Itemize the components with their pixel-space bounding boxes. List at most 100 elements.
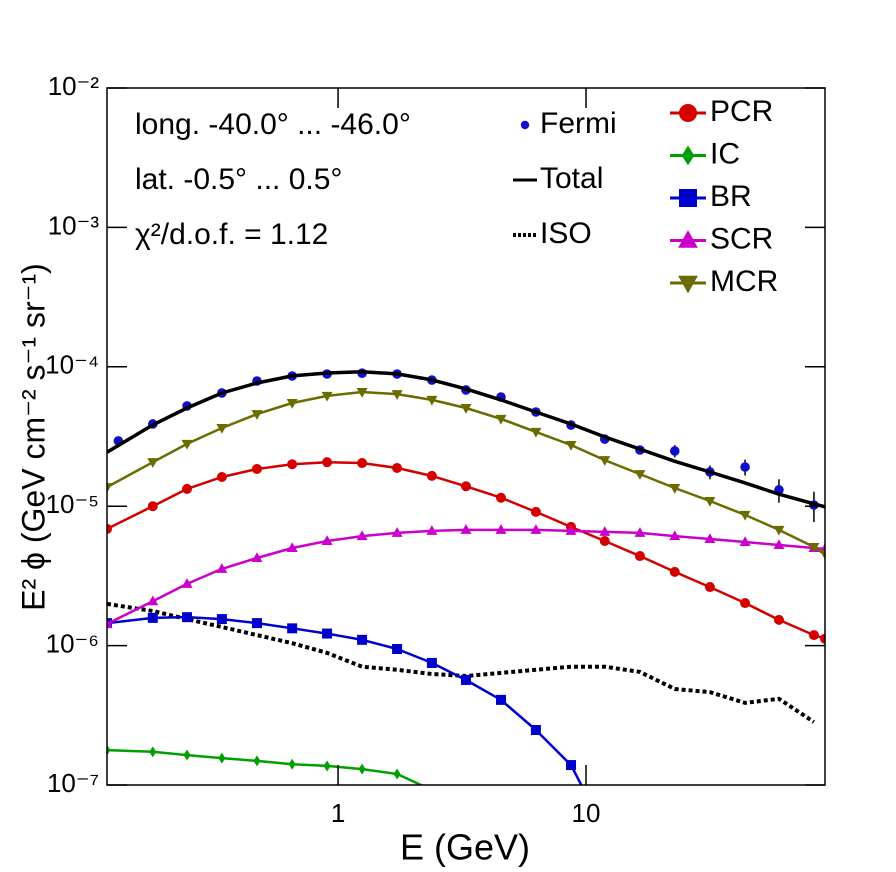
y-tick-label: 10⁻⁴ xyxy=(45,350,99,380)
marker xyxy=(182,612,193,623)
marker xyxy=(808,542,820,553)
marker xyxy=(107,523,112,534)
marker xyxy=(393,768,401,780)
marker xyxy=(739,510,751,521)
marker xyxy=(357,458,368,469)
y-tick-label: 10⁻⁷ xyxy=(47,768,99,798)
marker xyxy=(358,763,366,775)
marker xyxy=(356,530,368,541)
marker xyxy=(181,439,193,450)
legend-label: MCR xyxy=(710,265,778,298)
series-line xyxy=(107,390,825,556)
marker xyxy=(107,744,111,756)
marker xyxy=(426,470,437,481)
legend-label: SCR xyxy=(710,222,773,255)
y-tick-label: 10⁻³ xyxy=(48,210,100,240)
marker xyxy=(183,749,191,761)
marker xyxy=(182,483,193,494)
marker xyxy=(357,634,368,645)
y-tick-label: 10⁻⁵ xyxy=(46,489,99,519)
marker xyxy=(495,492,506,503)
marker xyxy=(634,470,646,480)
marker xyxy=(147,501,158,512)
marker xyxy=(495,524,507,534)
legend-entry: Total xyxy=(513,162,603,195)
marker xyxy=(426,525,438,535)
marker xyxy=(773,614,784,625)
marker xyxy=(820,633,825,644)
marker xyxy=(704,582,715,593)
annotation: lat. -0.5° ... 0.5° xyxy=(135,163,342,196)
legend-entry: ISO xyxy=(513,217,592,250)
marker xyxy=(460,674,471,685)
marker xyxy=(426,657,437,668)
marker xyxy=(565,525,577,535)
marker xyxy=(216,471,227,482)
marker xyxy=(426,395,438,406)
y-tick-label: 10⁻⁶ xyxy=(46,628,99,658)
marker xyxy=(669,566,680,577)
marker xyxy=(773,539,785,549)
legend-entry: Fermi xyxy=(520,107,617,140)
marker xyxy=(495,414,507,425)
marker xyxy=(773,525,785,536)
plot-area xyxy=(107,368,825,785)
marker xyxy=(678,275,698,294)
x-tick-label: 1 xyxy=(331,798,345,828)
marker xyxy=(322,628,333,639)
legend-label: Fermi xyxy=(540,107,617,140)
marker xyxy=(599,526,611,536)
series-line xyxy=(107,370,825,509)
marker xyxy=(679,104,697,122)
legend-label: IC xyxy=(710,137,740,170)
legend-label: Total xyxy=(540,162,603,195)
marker xyxy=(392,462,403,473)
marker xyxy=(322,457,333,468)
marker xyxy=(495,694,506,705)
marker xyxy=(669,484,681,494)
marker xyxy=(520,120,530,130)
marker xyxy=(251,463,262,474)
series-line xyxy=(107,528,825,626)
marker xyxy=(740,598,751,609)
marker xyxy=(253,755,261,767)
marker xyxy=(740,462,750,472)
marker xyxy=(739,536,751,546)
legend-entry: PCR xyxy=(670,95,773,128)
marker xyxy=(808,630,819,641)
legend-entry: BR xyxy=(670,180,752,213)
marker xyxy=(634,527,646,537)
marker xyxy=(704,533,716,543)
marker xyxy=(392,644,403,655)
marker xyxy=(251,618,262,629)
marker xyxy=(460,524,472,534)
marker xyxy=(599,456,611,466)
legend-entry: SCR xyxy=(670,222,773,255)
marker xyxy=(216,614,227,625)
marker xyxy=(704,496,716,507)
annotation: χ²/d.o.f. = 1.12 xyxy=(135,218,328,251)
marker xyxy=(107,483,113,493)
marker xyxy=(287,623,298,634)
marker xyxy=(321,535,333,545)
series-line xyxy=(107,748,425,785)
marker xyxy=(391,390,403,400)
marker xyxy=(251,552,263,563)
legend-label: ISO xyxy=(540,217,592,250)
marker xyxy=(530,725,541,736)
marker xyxy=(530,427,542,438)
marker xyxy=(669,446,680,456)
marker xyxy=(287,459,298,470)
marker xyxy=(147,612,158,623)
legend-entry: MCR xyxy=(670,265,778,298)
marker xyxy=(669,530,681,541)
legend-label: BR xyxy=(710,180,752,213)
marker xyxy=(216,423,228,434)
marker xyxy=(218,752,226,764)
marker xyxy=(530,524,542,534)
marker xyxy=(460,481,471,492)
marker xyxy=(565,440,577,451)
